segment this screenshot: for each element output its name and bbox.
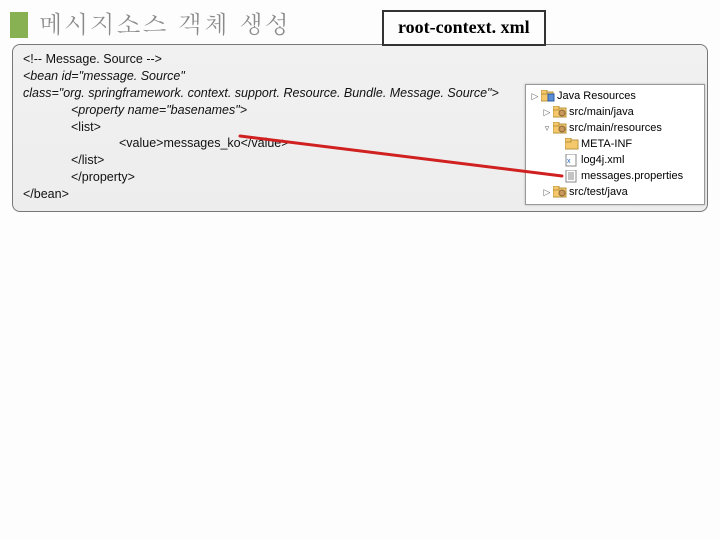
expand-arrow-icon[interactable]: ▷ <box>542 107 552 118</box>
file-label-text: root-context. xml <box>398 17 530 37</box>
tree-item-label: messages.properties <box>581 170 683 182</box>
tree-item-label: src/main/resources <box>569 122 662 134</box>
svg-text:x: x <box>567 158 571 165</box>
pkg-icon <box>552 186 567 199</box>
tree-item[interactable]: ▷ Java Resources <box>528 88 702 104</box>
expand-arrow-icon[interactable]: ▿ <box>542 123 552 134</box>
tree-item[interactable]: ▿ src/main/resources <box>528 120 702 136</box>
tree-item-label: log4j.xml <box>581 154 624 166</box>
title-bar: 메시지소스 객체 생성 <box>10 6 291 41</box>
pkg-icon <box>552 106 567 119</box>
tree-item[interactable]: x log4j.xml <box>528 152 702 168</box>
code-line: <!-- Message. Source --> <box>23 51 697 68</box>
tree-item[interactable]: META-INF <box>528 136 702 152</box>
pkg-icon <box>552 122 567 135</box>
page-title: 메시지소스 객체 생성 <box>38 6 291 41</box>
tree-item[interactable]: messages.properties <box>528 168 702 184</box>
tree-item[interactable]: ▷ src/main/java <box>528 104 702 120</box>
expand-arrow-icon[interactable]: ▷ <box>542 187 552 198</box>
accent-block <box>10 12 28 38</box>
tree-item-label: Java Resources <box>557 90 636 102</box>
tree-item[interactable]: ▷ src/test/java <box>528 184 702 200</box>
code-line: <bean id="message. Source" <box>23 68 697 85</box>
prop-icon <box>564 170 579 183</box>
folder-icon <box>564 138 579 151</box>
tree-item-label: src/test/java <box>569 186 628 198</box>
tree-item-label: src/main/java <box>569 106 634 118</box>
file-tree: ▷ Java Resources ▷ src/main/java ▿ src/main/r… <box>525 84 705 205</box>
xml-icon: x <box>564 154 579 167</box>
res-icon <box>540 90 555 103</box>
tree-item-label: META-INF <box>581 138 632 150</box>
file-label-box: root-context. xml <box>382 10 546 46</box>
expand-arrow-icon[interactable]: ▷ <box>530 91 540 102</box>
